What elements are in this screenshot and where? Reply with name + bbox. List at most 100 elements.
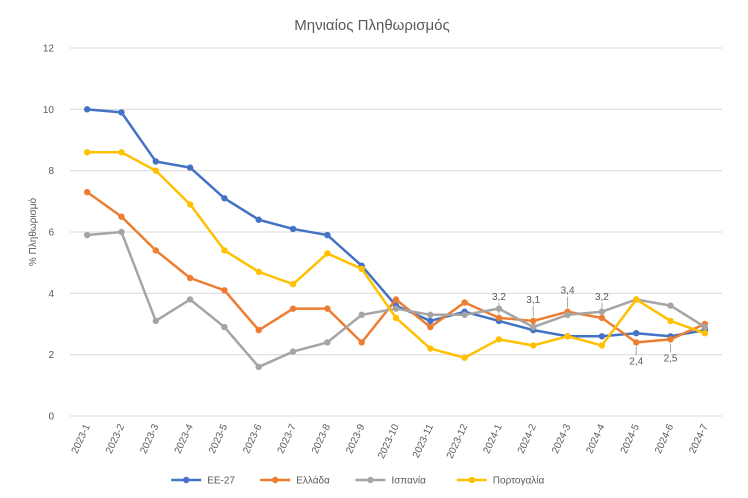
- data-point: [324, 250, 331, 257]
- y-tick-label: 0: [48, 412, 54, 423]
- data-point: [83, 188, 91, 196]
- data-label: 3,1: [526, 295, 540, 306]
- x-tick-label: 2024-6: [653, 422, 676, 455]
- data-point: [289, 225, 297, 233]
- legend-label: ΕΕ-27: [207, 476, 235, 487]
- y-tick-label: 8: [48, 166, 54, 177]
- data-point: [701, 330, 709, 337]
- data-point: [289, 280, 297, 288]
- y-axis-label: % Πληθωρισμό: [27, 197, 39, 266]
- data-point: [598, 342, 606, 349]
- data-point: [392, 314, 400, 322]
- data-point: [186, 164, 194, 171]
- y-tick-label: 10: [43, 105, 55, 116]
- data-point: [324, 305, 331, 312]
- legend-label: Ελλάδα: [296, 475, 330, 487]
- data-point: [221, 287, 228, 294]
- data-point: [324, 231, 331, 239]
- data-point: [152, 317, 159, 325]
- data-point: [255, 326, 262, 334]
- y-tick-label: 6: [48, 228, 54, 239]
- data-label: 3,2: [492, 292, 506, 303]
- data-point: [255, 268, 262, 276]
- data-point: [633, 330, 640, 337]
- data-point: [633, 339, 640, 346]
- data-point: [667, 317, 674, 325]
- grid-layer: [70, 47, 722, 417]
- x-tick-label: 2023-4: [173, 422, 196, 455]
- x-tick-label: 2023-8: [310, 422, 333, 455]
- data-point: [667, 302, 674, 309]
- data-point: [530, 342, 537, 349]
- x-tick-label: 2023-7: [276, 422, 299, 455]
- chart-title: Μηνιαίος Πληθωρισμός: [294, 17, 449, 34]
- x-tick-label: 2024-1: [482, 422, 505, 455]
- series-1: [83, 188, 709, 346]
- annotation-layer: 3,2 3,1 3,4 3,2 2,4 2,5: [492, 286, 678, 368]
- data-point: [255, 216, 262, 223]
- data-point: [564, 311, 571, 318]
- data-label: 2,5: [664, 353, 678, 364]
- data-label: 3,2: [595, 292, 609, 303]
- legend-label: Πορτογαλία: [493, 475, 545, 487]
- series-layer: [83, 106, 709, 371]
- y-tick-label: 12: [43, 44, 55, 55]
- legend-item: Ισπανία: [355, 475, 426, 487]
- data-point: [289, 305, 297, 312]
- data-point: [186, 296, 194, 303]
- data-point: [701, 323, 709, 331]
- legend-item: Πορτογαλία: [456, 475, 545, 487]
- y-tick-labels: 0 2 4 6 8 10 12: [43, 44, 55, 423]
- data-point: [324, 339, 331, 346]
- x-tick-label: 2023-2: [104, 422, 127, 455]
- data-point: [358, 311, 365, 318]
- data-point: [221, 195, 228, 202]
- x-tick-label: 2023-3: [138, 422, 161, 455]
- x-tick-label: 2024-7: [687, 422, 710, 455]
- data-point: [152, 158, 159, 165]
- data-point: [255, 363, 262, 371]
- x-tick-label: 2023-6: [241, 422, 264, 455]
- data-point: [118, 109, 125, 116]
- x-tick-label: 2023-9: [344, 422, 367, 455]
- x-tick-label: 2024-2: [516, 422, 539, 455]
- data-point: [461, 354, 468, 361]
- legend-marker: [367, 476, 374, 484]
- data-point: [118, 149, 125, 156]
- x-tick-label: 2023-12: [445, 422, 471, 460]
- legend-label: Ισπανία: [391, 475, 426, 487]
- legend-item: Ελλάδα: [260, 475, 330, 487]
- data-point: [530, 323, 537, 331]
- x-tick-label: 2024-5: [619, 422, 642, 455]
- data-point: [358, 265, 365, 272]
- data-point: [152, 247, 159, 254]
- data-point: [427, 317, 434, 325]
- data-point: [598, 314, 606, 322]
- data-point: [427, 323, 434, 331]
- data-point: [152, 167, 159, 174]
- data-point: [289, 348, 297, 355]
- series-line: [87, 151, 706, 359]
- data-point: [495, 314, 503, 322]
- data-point: [564, 333, 571, 340]
- data-point: [186, 201, 194, 208]
- data-point: [392, 296, 400, 303]
- series-0: [83, 106, 709, 340]
- data-point: [427, 311, 434, 318]
- legend-marker: [468, 476, 475, 484]
- x-tick-label: 2023-11: [411, 422, 436, 460]
- data-point: [667, 336, 674, 343]
- legend: ΕΕ-27 Ελλάδα Ισπανία Πορτογαλία: [171, 475, 545, 487]
- data-point: [392, 305, 400, 312]
- data-point: [186, 274, 194, 282]
- y-tick-label: 2: [48, 350, 54, 361]
- data-label: 3,4: [561, 286, 575, 297]
- data-label: 2,4: [629, 356, 643, 367]
- data-point: [495, 336, 503, 343]
- data-point: [427, 345, 434, 352]
- x-tick-label: 2023-1: [70, 422, 93, 455]
- y-tick-label: 4: [48, 289, 54, 300]
- data-point: [358, 339, 365, 346]
